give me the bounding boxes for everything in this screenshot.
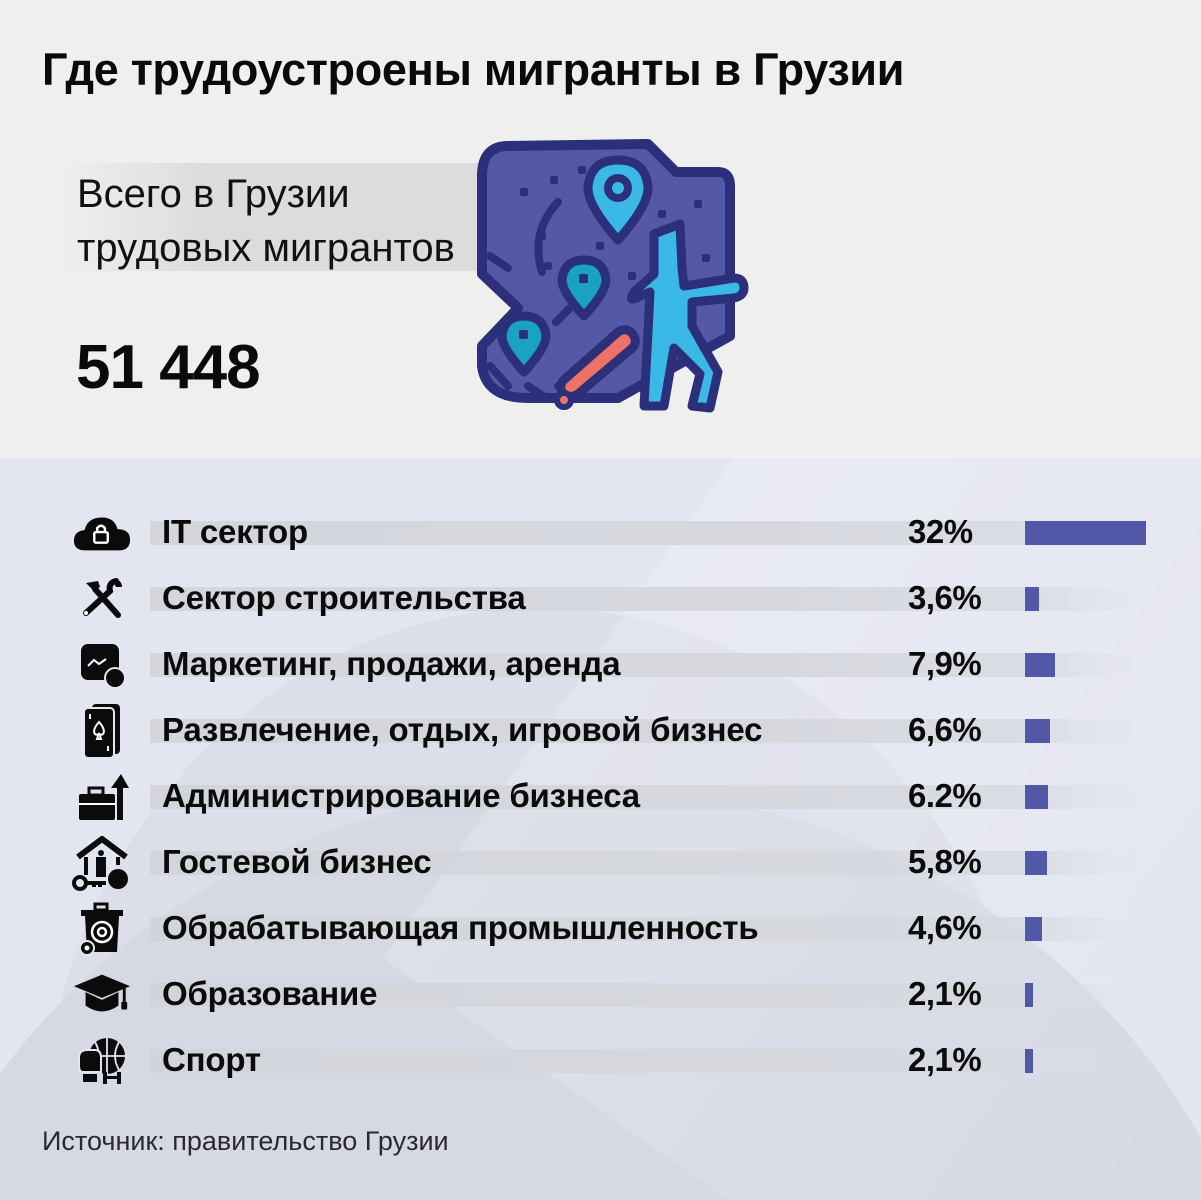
sports-ball-glove-icon [72,1037,132,1085]
sector-percent: 32% [908,513,973,550]
recycle-bin-icon [72,902,132,956]
sector-row-sport: Спорт 2,1% [0,1035,1201,1085]
sector-percent: 7,9% [908,645,982,682]
sector-percent: 3,6% [908,579,982,616]
sector-label: Гостевой бизнес [162,843,432,880]
sector-label: Маркетинг, продажи, аренда [162,645,621,682]
sector-bar [1025,785,1048,809]
sector-label: Администрирование бизнеса [162,777,640,814]
row-track [150,719,1030,743]
briefcase-growth-icon [72,773,132,821]
hammer-wrench-icon [72,575,132,623]
sector-percent: 2,1% [908,1041,982,1078]
sector-row-marketing: Маркетинг, продажи, аренда 7,9% [0,639,1201,689]
source-note: Источник: правительство Грузии [42,1126,449,1156]
sector-row-education: Образование 2,1% [0,969,1201,1019]
sector-label: Обрабатывающая промышленность [162,909,759,946]
playing-cards-icon [72,704,132,759]
sector-percent: 6,6% [908,711,982,748]
summary-highlight-band [60,163,480,271]
header-section: Где трудоустроены мигранты в Грузии Всег… [0,0,1201,458]
sector-bar [1025,719,1050,743]
sector-label: Спорт [162,1041,261,1078]
row-track [150,1049,1030,1073]
row-track [150,587,1030,611]
row-track-extension [1025,917,1135,941]
sector-row-entertainment: Развлечение, отдых, игровой бизнес 6,6% [0,704,1201,759]
sector-bar [1025,587,1039,611]
row-track [150,785,1030,809]
sector-row-hospitality: Гостевой бизнес 5,8% [0,836,1201,891]
sector-label: Сектор строительства [162,579,526,616]
row-track [150,521,1030,545]
graduation-cap-icon [72,971,132,1019]
row-track-extension [1025,983,1135,1007]
sector-row-manufacturing: Обрабатывающая промышленность 4,6% [0,902,1201,956]
row-track [150,917,1030,941]
row-track [150,653,1030,677]
map-migrant-icon [477,139,749,413]
sector-row-construction: Сектор строительства 3,6% [0,573,1201,623]
sector-row-it: IT сектор 32% [0,507,1201,557]
row-track [150,983,1030,1007]
total-migrants-value: 51 448 [76,333,261,402]
row-track-extension [1025,587,1135,611]
sector-bar [1025,851,1047,875]
sector-label: IT сектор [162,513,308,550]
row-track [150,851,1030,875]
sector-bar [1025,917,1042,941]
sector-percent: 6.2% [908,777,982,814]
row-track-extension [1025,1049,1135,1073]
sector-label: Развлечение, отдых, игровой бизнес [162,711,763,748]
sector-row-administration: Администрирование бизнеса 6.2% [0,771,1201,821]
sector-bar [1025,521,1146,545]
sector-percent: 2,1% [908,975,982,1012]
total-migrants-label: Всего в Грузии трудовых мигрантов [77,172,455,270]
house-key-icon [72,836,132,891]
sector-bar [1025,1049,1033,1073]
sectors-section: IT сектор 32% Сектор строительства 3,6% [0,458,1201,1200]
sector-percent: 4,6% [908,909,982,946]
sector-bar [1025,653,1055,677]
sector-label: Образование [162,975,378,1012]
sector-bar [1025,983,1033,1007]
page-title: Где трудоустроены мигранты в Грузии [42,44,905,95]
cloud-lock-icon [72,509,132,557]
sector-percent: 5,8% [908,843,982,880]
chart-screen-icon [72,641,132,689]
